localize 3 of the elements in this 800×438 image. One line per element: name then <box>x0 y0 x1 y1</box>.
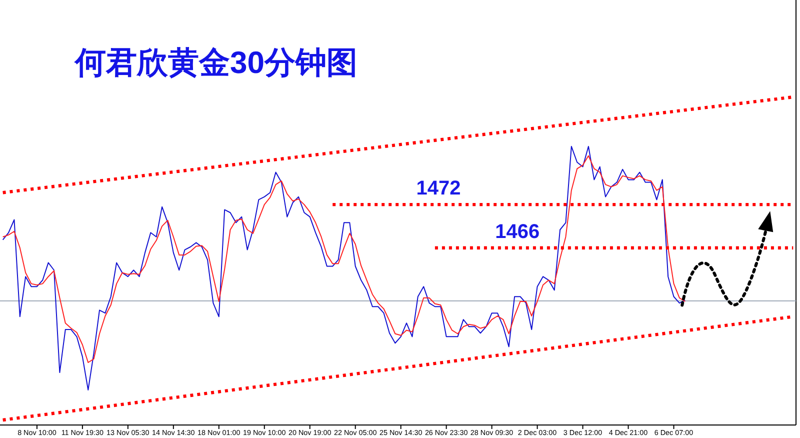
title: 何君欣黄金30分钟图 <box>75 45 358 80</box>
series-label: 1472 <box>416 178 461 200</box>
series-label: 1466 <box>495 220 540 243</box>
